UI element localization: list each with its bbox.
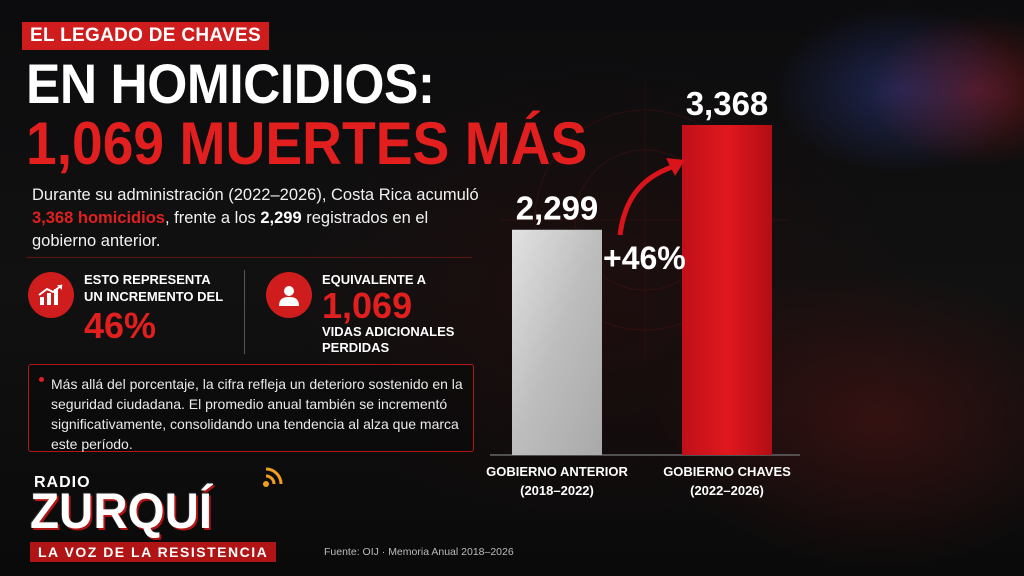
intro-paragraph: Durante su administración (2022–2026), C…	[32, 184, 492, 253]
logo-radio-text: RADIO	[34, 474, 91, 491]
stats-divider	[244, 270, 245, 354]
divider	[26, 257, 472, 258]
logo-slogan: LA VOZ DE LA RESISTENCIA	[30, 542, 277, 562]
person-icon	[266, 272, 312, 318]
stat1-value: 46%	[84, 305, 157, 346]
bar-value-label-1: 3,368	[686, 85, 769, 122]
source-note: Fuente: OIJ · Memoria Anual 2018–2026	[324, 546, 514, 558]
logo-name: ZURQUÍ	[30, 483, 213, 539]
intro-highlight: 3,368 homicidios	[32, 209, 165, 227]
category-label-0-1: (2018–2022)	[520, 483, 594, 498]
intro-text-1: Durante su administración (2022–2026), C…	[32, 186, 479, 204]
broadcast-icon	[263, 467, 283, 487]
note-text: Más allá del porcentaje, la cifra reflej…	[51, 376, 463, 452]
stat2-line3: PERDIDAS	[322, 340, 390, 355]
bar-chart: 2,299 GOBIERNO ANTERIOR (2018–2022) 3,368 GO…	[486, 80, 800, 498]
bar-1	[682, 125, 772, 455]
intro-bold-value: 2,299	[260, 209, 302, 227]
header-tag: EL LEGADO DE CHAVES	[22, 22, 269, 50]
stat2-value: 1,069	[322, 285, 413, 326]
arrow-head-icon	[666, 158, 685, 176]
bar-value-label-0: 2,299	[516, 190, 599, 227]
percent-annotation: +46%	[603, 240, 686, 276]
bar-0	[512, 229, 602, 455]
growth-arrow-icon	[617, 162, 679, 236]
intro-text-3: registrados en el gobierno anterior.	[32, 209, 429, 250]
chart-growth-icon	[28, 272, 74, 318]
intro-text-2: , frente a los	[164, 209, 261, 227]
stat1-line1: ESTO REPRESENTA	[84, 272, 211, 287]
stat2-line1: EQUIVALENTE A	[322, 272, 427, 287]
category-label-0-0: GOBIERNO ANTERIOR	[486, 464, 628, 479]
headline-line2: 1,069 MUERTES MÁS	[26, 110, 588, 177]
headline-line1: EN HOMICIDIOS:	[26, 52, 435, 115]
category-label-1-0: GOBIERNO CHAVES	[663, 464, 791, 479]
stat2-line2: VIDAS ADICIONALES	[322, 324, 455, 339]
note-box: Más allá del porcentaje, la cifra reflej…	[28, 364, 474, 452]
category-label-1-1: (2022–2026)	[690, 483, 764, 498]
stat1-line2: UN INCREMENTO DEL	[84, 289, 224, 304]
bullet-icon	[39, 377, 44, 382]
